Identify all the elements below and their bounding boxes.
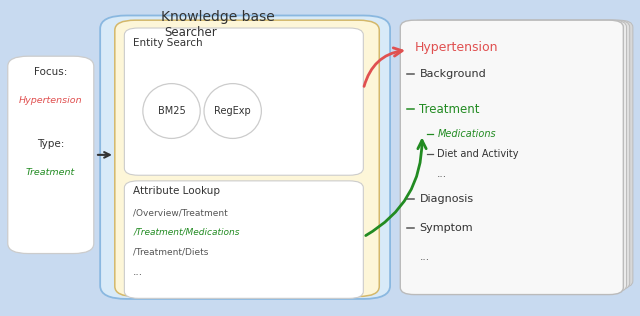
Text: Background: Background xyxy=(419,69,486,79)
Text: Type:: Type: xyxy=(36,139,64,149)
Text: Diagnosis: Diagnosis xyxy=(419,194,474,204)
Text: /Treatment/Diets: /Treatment/Diets xyxy=(133,247,209,257)
FancyBboxPatch shape xyxy=(8,56,94,253)
Text: BM25: BM25 xyxy=(157,106,186,116)
Text: RegExp: RegExp xyxy=(214,106,251,116)
Ellipse shape xyxy=(143,84,200,138)
Text: ...: ... xyxy=(437,169,447,179)
FancyBboxPatch shape xyxy=(419,20,633,288)
Text: Knowledge base: Knowledge base xyxy=(161,10,275,24)
FancyBboxPatch shape xyxy=(124,28,364,175)
Text: Entity Search: Entity Search xyxy=(133,38,203,48)
Text: Hypertension: Hypertension xyxy=(414,41,498,54)
Text: ...: ... xyxy=(419,252,429,262)
FancyBboxPatch shape xyxy=(406,20,627,292)
Text: Focus:: Focus: xyxy=(34,67,67,77)
FancyBboxPatch shape xyxy=(115,20,380,296)
Text: Treatment: Treatment xyxy=(419,103,480,116)
Text: Diet and Activity: Diet and Activity xyxy=(437,149,519,159)
FancyBboxPatch shape xyxy=(400,20,623,295)
Ellipse shape xyxy=(204,84,261,138)
Text: ...: ... xyxy=(133,267,143,277)
FancyBboxPatch shape xyxy=(100,15,390,299)
Text: Medications: Medications xyxy=(437,129,496,139)
Text: Treatment: Treatment xyxy=(26,167,75,177)
FancyBboxPatch shape xyxy=(124,181,364,298)
Text: Searcher: Searcher xyxy=(164,26,216,39)
Text: /Overview/Treatment: /Overview/Treatment xyxy=(133,208,228,217)
Text: /Treatment/Medications: /Treatment/Medications xyxy=(133,228,240,237)
Text: Hypertension: Hypertension xyxy=(19,95,83,105)
Text: Symptom: Symptom xyxy=(419,222,473,233)
Text: Attribute Lookup: Attribute Lookup xyxy=(133,186,220,196)
FancyBboxPatch shape xyxy=(413,20,630,290)
